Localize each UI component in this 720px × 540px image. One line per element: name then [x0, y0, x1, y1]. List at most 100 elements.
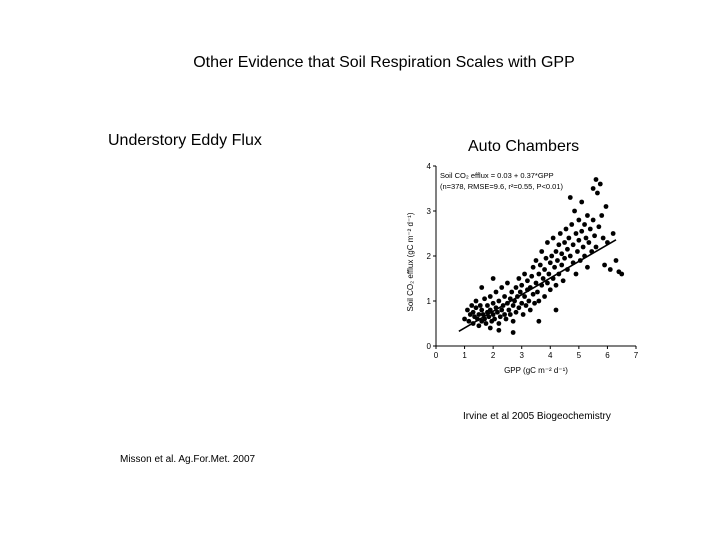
data-point — [499, 307, 505, 313]
data-point — [506, 307, 512, 313]
data-point — [579, 228, 585, 234]
data-point — [526, 298, 532, 304]
data-point — [585, 213, 590, 218]
tick-group: 0 1 2 3 4 5 6 7 0 1 2 3 4 — [427, 162, 639, 360]
data-point — [565, 246, 570, 252]
data-point — [466, 318, 472, 324]
data-point — [533, 258, 539, 263]
data-point — [563, 226, 569, 232]
data-point — [517, 289, 523, 295]
data-point — [479, 307, 485, 313]
data-point — [596, 224, 602, 230]
citation-left: Misson et al. Ag.For.Met. 2007 — [120, 454, 256, 465]
data-point — [530, 264, 536, 270]
data-point — [473, 298, 479, 304]
slide-title: Other Evidence that Soil Respiration Sca… — [193, 54, 575, 71]
data-point — [546, 271, 552, 277]
data-point — [493, 289, 499, 295]
data-point — [610, 231, 616, 236]
data-point — [553, 249, 559, 254]
data-point — [522, 271, 527, 277]
x-tick-label: 0 — [434, 351, 439, 360]
data-point — [462, 316, 467, 322]
data-point — [587, 226, 593, 232]
y-axis-label: Soil CO₂ efflux (gC m⁻² d⁻¹) — [406, 212, 415, 311]
citation-right: Irvine et al 2005 Biogeochemistry — [463, 411, 611, 422]
data-point — [516, 276, 522, 281]
x-axis-label: GPP (gC m⁻² d⁻¹) — [504, 366, 568, 375]
data-point — [573, 231, 579, 236]
data-point — [567, 253, 573, 259]
data-point — [590, 186, 596, 191]
x-tick-label: 3 — [519, 351, 524, 360]
data-point — [583, 235, 589, 241]
data-point — [542, 267, 547, 272]
data-point — [536, 298, 542, 304]
data-point — [525, 278, 530, 284]
data-point — [552, 264, 557, 270]
data-point — [547, 287, 553, 293]
data-point — [556, 242, 562, 248]
data-point — [496, 327, 502, 333]
data-point — [560, 278, 566, 284]
data-point — [476, 312, 482, 317]
data-point — [483, 321, 489, 326]
data-point — [532, 300, 537, 306]
data-point — [503, 316, 509, 322]
data-point — [562, 255, 567, 261]
data-point — [540, 276, 546, 281]
data-point — [555, 258, 560, 263]
data-point — [490, 312, 496, 317]
right-panel-heading: Auto Chambers — [468, 138, 580, 155]
data-point — [567, 195, 573, 200]
data-point — [487, 294, 493, 299]
data-point — [562, 240, 567, 245]
data-point — [559, 262, 565, 268]
data-point — [553, 307, 559, 313]
data-point — [476, 323, 482, 329]
data-point — [505, 280, 510, 286]
y-tick-label: 0 — [427, 342, 432, 351]
data-point — [510, 318, 516, 324]
data-point — [502, 312, 507, 317]
left-panel-heading: Understory Eddy Flux — [108, 132, 262, 149]
data-point — [576, 237, 582, 243]
data-point — [543, 255, 549, 261]
data-point — [602, 262, 607, 268]
data-points — [462, 177, 625, 335]
data-point — [553, 282, 559, 288]
y-tick-label: 3 — [427, 207, 432, 216]
data-point — [557, 231, 563, 236]
data-point — [523, 303, 529, 308]
data-point — [486, 314, 492, 320]
data-point — [569, 222, 575, 227]
data-point — [535, 289, 540, 295]
regression-stats: (n=378, RMSE=9.6, r²=0.55, P<0.01) — [440, 182, 563, 191]
data-point — [536, 271, 542, 277]
data-point — [607, 267, 613, 272]
regression-line — [458, 239, 617, 333]
data-point — [585, 264, 590, 270]
data-point — [485, 303, 490, 308]
data-point — [573, 271, 579, 277]
data-point — [473, 305, 479, 311]
data-point — [509, 289, 515, 295]
x-tick-label: 2 — [491, 351, 496, 360]
data-point — [613, 258, 619, 263]
data-point — [527, 307, 533, 313]
data-point — [619, 271, 625, 277]
data-point — [490, 300, 496, 306]
data-point — [497, 314, 503, 320]
data-point — [470, 309, 476, 315]
data-point — [600, 235, 606, 241]
data-point — [582, 222, 587, 227]
data-point — [572, 208, 577, 214]
y-tick-label: 1 — [427, 297, 432, 306]
data-point — [593, 244, 599, 250]
data-point — [575, 249, 580, 254]
y-tick-label: 4 — [427, 162, 432, 171]
data-point — [495, 309, 500, 315]
data-point — [542, 294, 547, 299]
data-point — [507, 312, 513, 317]
scatter-chart: 0 1 2 3 4 5 6 7 0 1 2 3 4 Soil CO₂ efflux = 0.03 + 0… — [406, 162, 639, 375]
